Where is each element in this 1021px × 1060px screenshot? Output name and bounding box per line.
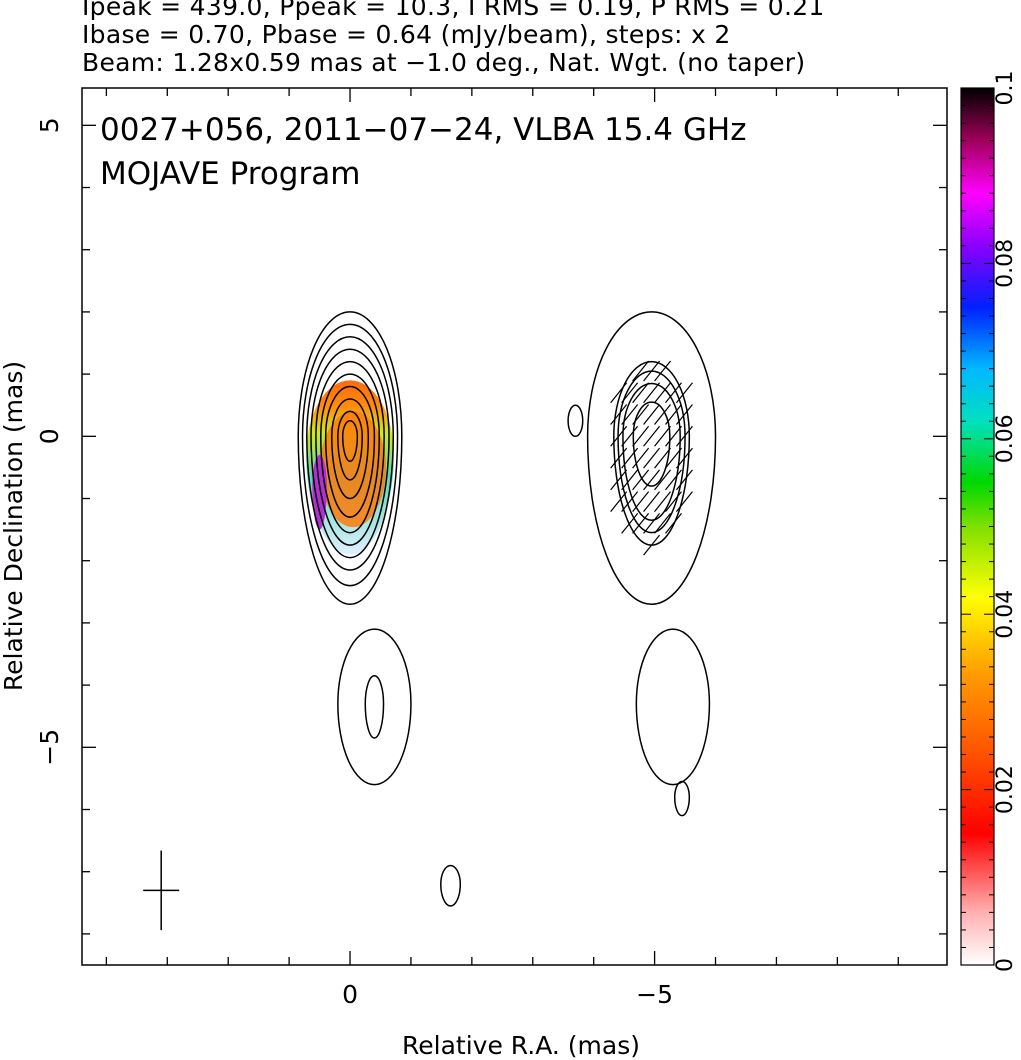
header-line-2: Ibase = 0.70, Pbase = 0.64 (mJy/beam), s… xyxy=(82,20,731,49)
plot-frame xyxy=(81,87,948,966)
y-tick-label: 5 xyxy=(35,117,64,133)
contour-core xyxy=(310,348,390,559)
evpa-vector xyxy=(675,491,693,512)
contour-second-image xyxy=(632,401,671,487)
evpa-vector xyxy=(654,447,671,469)
evpa-vector xyxy=(643,425,661,447)
evpa-vector xyxy=(654,404,671,425)
colorbar-tick-label: 0.04 xyxy=(993,590,1018,639)
contour-lower-left-blob xyxy=(364,675,385,739)
contour-small-blob-mid xyxy=(567,404,584,437)
evpa-vector xyxy=(621,469,639,491)
evpa-vector xyxy=(665,491,682,512)
evpa-vector xyxy=(632,469,650,491)
contour-second-image xyxy=(617,370,686,534)
header-line-3: Beam: 1.28x0.59 mas at −1.0 deg., Nat. W… xyxy=(82,48,806,77)
contour-second-image xyxy=(622,382,681,521)
evpa-vector xyxy=(643,447,661,469)
evpa-vector xyxy=(654,469,671,491)
colorbar-ticks: 0 0.02 0.04 0.06 0.08 0.1 xyxy=(961,71,1018,972)
evpa-vector xyxy=(621,447,639,469)
contour-core xyxy=(324,386,376,518)
evpa-vector xyxy=(643,491,661,512)
contour-core xyxy=(341,420,359,462)
evpa-vector xyxy=(665,513,682,534)
evpa-vector xyxy=(610,447,628,469)
header-line-1: Ipeak = 439.0, Ppeak = 10.3, I RMS = 0.1… xyxy=(82,0,825,21)
contour-lower-right-blob xyxy=(635,628,711,786)
evpa-vector xyxy=(621,491,639,512)
colorbar xyxy=(960,87,995,966)
y-axis-label: Relative Declination (mas) xyxy=(0,361,28,691)
evpa-vector xyxy=(675,404,693,425)
evpa-vector xyxy=(643,360,661,382)
evpa-vector xyxy=(675,425,693,447)
x-axis-label: Relative R.A. (mas) xyxy=(402,1031,640,1060)
y-tick-label: −5 xyxy=(35,729,64,766)
x-tick-label: −5 xyxy=(636,980,673,1009)
evpa-vector xyxy=(654,425,671,447)
evpa-vector xyxy=(610,382,628,404)
colorbar-tick-label: 0 xyxy=(993,958,1018,972)
polarization-overlay xyxy=(306,380,394,555)
contour-small-blob-bottom xyxy=(440,864,462,907)
contour-second-image xyxy=(586,311,717,605)
evpa-vector xyxy=(632,513,650,534)
colorbar-tick-label: 0.08 xyxy=(993,239,1018,288)
evpa-vector xyxy=(632,360,650,382)
contour-core xyxy=(337,410,363,481)
contour-core xyxy=(297,311,403,605)
evpa-vector xyxy=(610,425,628,447)
evpa-vector xyxy=(665,404,682,425)
evpa-vector xyxy=(643,382,661,404)
evpa-vector xyxy=(675,447,693,469)
colorbar-tick-label: 0.02 xyxy=(993,765,1018,814)
evpa-vector xyxy=(621,382,639,404)
evpa-vector xyxy=(665,425,682,447)
contour-core xyxy=(306,336,395,571)
evpa-vector xyxy=(632,404,650,425)
contour-core xyxy=(320,373,381,534)
evpa-vector xyxy=(654,513,671,534)
evpa-vector xyxy=(643,534,661,556)
evpa-vector xyxy=(675,469,693,491)
y-tick-label: 0 xyxy=(35,428,64,444)
x-tick-label: 0 xyxy=(342,980,358,1009)
evpa-vector xyxy=(643,513,661,534)
evpa-vector xyxy=(610,491,628,512)
evpa-vector xyxy=(643,469,661,491)
evpa-vector xyxy=(643,404,661,425)
evpa-vector xyxy=(654,360,671,382)
contour-core xyxy=(315,361,385,546)
contour-small-blob-right xyxy=(673,781,691,817)
evpa-vector xyxy=(665,469,682,491)
contour-core xyxy=(301,323,399,586)
evpa-vector xyxy=(610,404,628,425)
contour-core xyxy=(331,398,370,500)
evpa-vector xyxy=(610,469,628,491)
colorbar-tick-label: 0.1 xyxy=(993,71,1018,106)
axes: 0 −5 5 0 −5 xyxy=(35,88,947,1009)
evpa-vector xyxy=(632,491,650,512)
evpa-vector xyxy=(632,382,650,404)
evpa-vector xyxy=(665,447,682,469)
evpa-vector xyxy=(675,382,693,404)
evpa-vector xyxy=(665,382,682,404)
evpa-vector-layer xyxy=(610,360,693,556)
evpa-vector xyxy=(621,425,639,447)
colorbar-tick-label: 0.06 xyxy=(993,414,1018,463)
plot-title-line-1: 0027+056, 2011−07−24, VLBA 15.4 GHz xyxy=(100,112,746,148)
evpa-vector xyxy=(654,382,671,404)
polarization-core xyxy=(320,411,386,528)
plot-title-line-2: MOJAVE Program xyxy=(100,156,360,192)
beam-marker xyxy=(143,850,180,931)
contour-lower-left-blob xyxy=(337,628,412,786)
evpa-vector xyxy=(621,513,639,534)
evpa-vector xyxy=(654,491,671,512)
evpa-vector xyxy=(621,404,639,425)
evpa-vector xyxy=(632,447,650,469)
evpa-vector xyxy=(632,425,650,447)
